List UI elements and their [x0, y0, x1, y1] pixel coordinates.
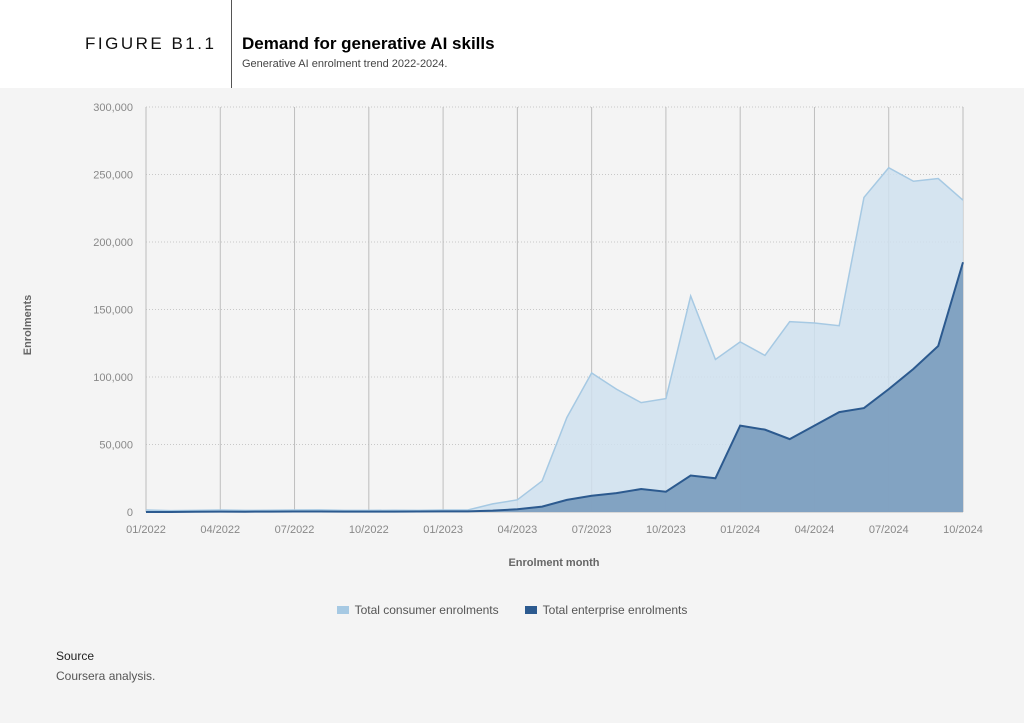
chart-title: Demand for generative AI skills: [242, 34, 495, 53]
legend-item-consumer: Total consumer enrolments: [336, 603, 499, 617]
x-axis-ticks: 01/2022 04/2022 07/2022 10/2022 01/2023 04/20…: [126, 524, 983, 536]
source-label: Source: [56, 649, 95, 663]
y-axis-title: Enrolments: [22, 295, 34, 356]
y-axis-ticks: 0 50,000 100,000 150,000 200,000 250,000 300,0…: [93, 102, 133, 519]
y-tick-label: 150,000: [93, 305, 133, 317]
enterprise-area: [146, 262, 963, 512]
x-axis-title: Enrolment month: [508, 557, 599, 569]
consumer-area: [146, 167, 963, 512]
x-tick-label: 01/2022: [126, 524, 166, 536]
y-tick-label: 200,000: [93, 237, 133, 249]
header-divider: [231, 0, 232, 88]
legend-label-consumer: Total consumer enrolments: [354, 603, 499, 617]
x-tick-label: 10/2024: [943, 524, 983, 536]
x-tick-label: 01/2023: [423, 524, 463, 536]
x-tick-label: 04/2022: [200, 524, 240, 536]
legend-label-enterprise: Total enterprise enrolments: [542, 603, 688, 617]
y-tick-label: 300,000: [93, 102, 133, 114]
enterprise-line: [146, 261, 964, 513]
legend-item-enterprise: Total enterprise enrolments: [524, 603, 688, 617]
consumer-line: [145, 166, 964, 512]
x-tick-label: 04/2024: [795, 524, 835, 536]
figure-header: FIGURE B1.1 Demand for generative AI ski…: [0, 0, 1024, 88]
legend-swatch-enterprise: [524, 606, 537, 614]
chart-legend: Total consumer enrolments Total enterpri…: [0, 603, 1024, 617]
x-tick-label: 01/2024: [720, 524, 760, 536]
x-tick-label: 10/2023: [646, 524, 686, 536]
source-text: Coursera analysis.: [56, 669, 156, 683]
chart-subtitle: Generative AI enrolment trend 2022-2024.: [242, 58, 448, 70]
y-tick-label: 250,000: [93, 170, 133, 182]
x-tick-label: 07/2024: [869, 524, 909, 536]
area-chart: 0 50,000 100,000 150,000 200,000 250,000 300,0…: [22, 102, 983, 569]
figure-label: FIGURE B1.1: [85, 34, 217, 53]
x-tick-label: 04/2023: [497, 524, 537, 536]
legend-swatch-consumer: [336, 606, 349, 614]
x-tick-label: 10/2022: [349, 524, 389, 536]
chart-areas: [145, 166, 964, 513]
y-tick-label: 0: [127, 507, 133, 519]
y-tick-label: 100,000: [93, 372, 133, 384]
y-tick-label: 50,000: [99, 440, 133, 452]
x-tick-label: 07/2022: [275, 524, 315, 536]
x-tick-label: 07/2023: [572, 524, 612, 536]
